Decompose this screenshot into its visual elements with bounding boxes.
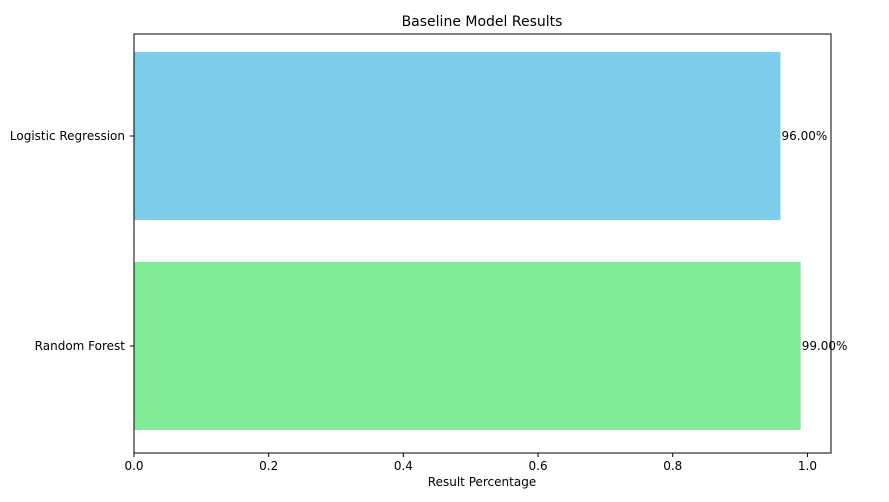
y-tick-label: Logistic Regression bbox=[10, 129, 125, 143]
x-tick-label: 0.0 bbox=[124, 459, 143, 473]
value-labels: 96.00% 99.00% bbox=[781, 129, 847, 353]
x-axis-ticks: 0.0 0.2 0.4 0.6 0.8 1.0 bbox=[124, 453, 817, 473]
bar-random-forest bbox=[134, 262, 801, 430]
chart-title: Baseline Model Results bbox=[402, 14, 563, 30]
plot-area-frame bbox=[133, 33, 832, 454]
y-tick-label: Random Forest bbox=[35, 339, 126, 353]
bar-logistic-regression bbox=[134, 52, 781, 220]
x-axis-label: Result Percentage bbox=[428, 475, 536, 489]
bar-value-label: 99.00% bbox=[802, 339, 848, 353]
x-tick-label: 0.8 bbox=[663, 459, 682, 473]
x-tick-label: 0.4 bbox=[394, 459, 413, 473]
bar-value-label: 96.00% bbox=[781, 129, 827, 143]
x-tick-label: 0.6 bbox=[529, 459, 548, 473]
bars-layer bbox=[134, 52, 801, 430]
x-tick-label: 1.0 bbox=[798, 459, 817, 473]
x-tick-label: 0.2 bbox=[259, 459, 278, 473]
y-axis-ticks: Logistic Regression Random Forest bbox=[10, 129, 134, 353]
